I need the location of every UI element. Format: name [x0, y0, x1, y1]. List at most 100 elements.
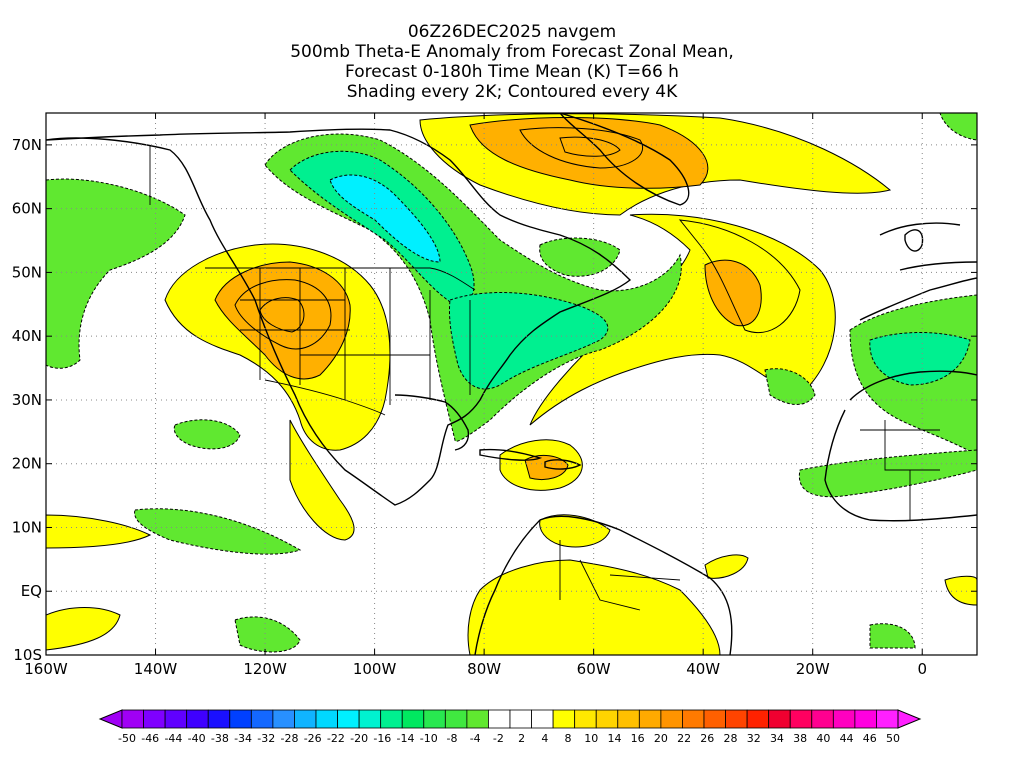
colorbar-label-17: 2	[518, 732, 525, 745]
colorbar-label-29: 38	[793, 732, 807, 745]
hispaniola-coast	[544, 459, 582, 470]
colorbar-label-12: -14	[397, 732, 415, 745]
colorbar-swatch-24	[638, 709, 662, 729]
lat-label-7: EQ	[21, 582, 42, 600]
longitude-axis: 160W 140W 120W 100W 80W 60W 40W 20W 0	[24, 113, 927, 678]
colorbar-label-26: 28	[724, 732, 738, 745]
south-pacific-cold-strip	[234, 616, 301, 653]
colorbar-swatch-1	[143, 709, 166, 729]
colorbar-label-6: -32	[257, 732, 275, 745]
south-america-borders	[559, 540, 681, 611]
lat-label-6: 10N	[12, 518, 42, 536]
colorbar-swatch-32	[811, 709, 834, 729]
north-pacific-cold-region	[46, 178, 186, 369]
colorbar-label-10: -20	[350, 732, 368, 745]
colorbar-swatch-6	[250, 709, 274, 729]
colorbar-swatch-23	[617, 709, 640, 729]
south-america-warm-region	[467, 559, 721, 655]
western-us-warm-core	[214, 261, 351, 380]
colorbar-label-21: 14	[607, 732, 621, 745]
colorbar-label-2: -44	[164, 732, 182, 745]
europe-coastline	[859, 222, 977, 321]
lon-label-4: 80W	[467, 660, 501, 678]
colorbar-label-32: 46	[863, 732, 877, 745]
mexico-warm-tongue	[289, 419, 355, 541]
colorbar-swatch-26	[682, 709, 705, 729]
lon-label-3: 100W	[353, 660, 397, 678]
western-us-contour	[234, 279, 332, 350]
colorbar-swatch-2	[164, 709, 188, 729]
lon-label-2: 120W	[243, 660, 287, 678]
colorbar-label-11: -16	[373, 732, 391, 745]
lon-label-7: 20W	[796, 660, 830, 678]
colorbar-swatch-15	[444, 709, 468, 729]
colorbar-label-31: 44	[840, 732, 854, 745]
lat-label-0: 70N	[12, 136, 42, 154]
title-line-1: 06Z26DEC2025 navgem	[407, 22, 617, 42]
colorbar-swatch-27	[703, 709, 726, 729]
colorbar-label-0: -50	[118, 732, 136, 745]
africa-warm-patch	[944, 575, 977, 606]
greenland-cold-patch	[939, 113, 977, 141]
lon-label-6: 40W	[686, 660, 720, 678]
colorbar-label-27: 32	[747, 732, 761, 745]
atlantic-arc-contour	[678, 219, 801, 334]
lat-label-4: 30N	[12, 391, 42, 409]
greenland-inner-contour	[559, 136, 621, 157]
colorbar-label-4: -38	[211, 732, 229, 745]
lat-label-1: 60N	[12, 200, 42, 218]
africa-coastline	[824, 370, 977, 522]
lon-label-0: 160W	[24, 660, 68, 678]
colorbar-swatch-10	[337, 709, 360, 729]
atlantic-cold-patch	[764, 368, 816, 405]
lat-label-3: 40N	[12, 327, 42, 345]
mid-atlantic-warm-core	[704, 259, 762, 327]
colorbar-label-33: 50	[886, 732, 900, 745]
greenland-coastline	[559, 113, 690, 206]
colorbar-label-16: -2	[493, 732, 504, 745]
colorbar-label-15: -4	[470, 732, 481, 745]
colorbar-swatch-14	[423, 709, 446, 729]
lon-label-1: 140W	[134, 660, 178, 678]
colorbar-swatch-35	[876, 709, 899, 729]
colorbar-label-22: 16	[631, 732, 645, 745]
colorbar-label-8: -26	[304, 732, 322, 745]
north-america-coastline	[46, 128, 632, 506]
colorbar-swatch-13	[401, 709, 425, 729]
lon-label-5: 60W	[577, 660, 611, 678]
pacific-warm-south	[46, 607, 121, 651]
colorbar-swatch-25	[660, 709, 683, 729]
title-line-4: Shading every 2K; Contoured every 4K	[346, 82, 678, 102]
title-line-3: Forecast 0-180h Time Mean (K) T=66 h	[345, 62, 679, 82]
south-america-coastline	[474, 515, 733, 655]
colorbar: -50 -46 -44 -40 -38 -34 -32 -28 -26 -22 -20 -16 -14-…	[98, 709, 922, 745]
colorbar-label-5: -34	[234, 732, 252, 745]
colorbar-label-30: 40	[816, 732, 830, 745]
hudson-cold-lobe	[539, 237, 621, 277]
colorbar-label-9: -22	[327, 732, 345, 745]
colorbar-swatch-11	[358, 709, 382, 729]
atlantic-warm-patch	[704, 554, 749, 579]
political-boundaries	[149, 145, 940, 611]
colorbar-swatch-31	[789, 709, 813, 729]
colorbar-swatch-4	[207, 709, 231, 729]
greenland-warm-core	[469, 117, 709, 189]
colorbar-label-14: -8	[446, 732, 457, 745]
colorbar-label-7: -28	[281, 732, 299, 745]
title-line-2: 500mb Theta-E Anomaly from Forecast Zona…	[290, 42, 734, 62]
colorbar-swatch-30	[768, 709, 791, 729]
coastlines	[46, 113, 977, 655]
colorbar-swatch-7	[272, 709, 295, 729]
colorbar-label-19: 8	[565, 732, 572, 745]
pacific-cold-strip	[134, 508, 302, 555]
colorbar-label-28: 34	[770, 732, 784, 745]
latitude-axis: 70N 60N 50N 40N 30N 20N 10N EQ 10S	[12, 136, 977, 664]
colorbar-swatch-34	[854, 709, 877, 729]
british-isles	[904, 229, 924, 252]
pacific-warm-strip	[46, 514, 152, 549]
africa-borders	[860, 420, 940, 520]
colorbar-swatch-9	[315, 709, 338, 729]
colorbar-label-24: 22	[677, 732, 691, 745]
cuba-coast	[479, 448, 543, 461]
